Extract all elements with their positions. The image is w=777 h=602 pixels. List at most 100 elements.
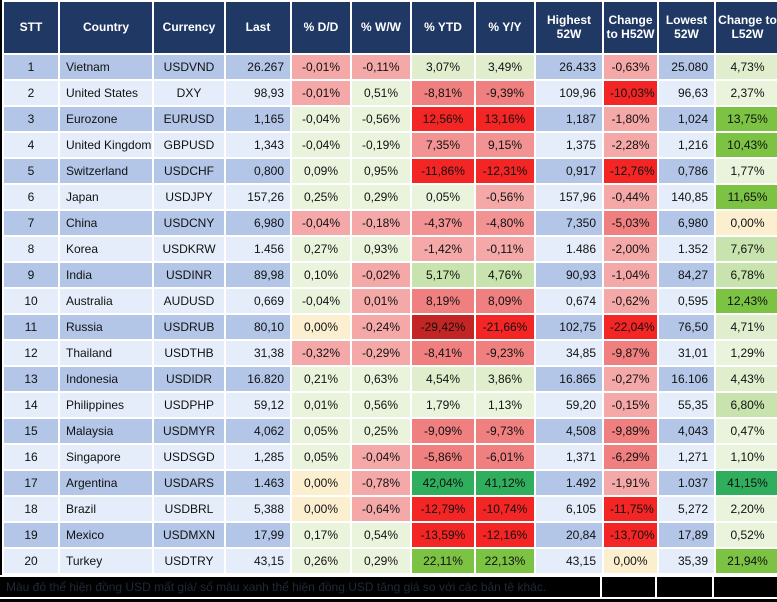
cell-chgL: 1,10% (716, 445, 777, 469)
column-header-last: Last (226, 2, 290, 53)
table-row: 15 Malaysia USDMYR 4,062 0,05% 0,25% -9,09% -9,… (4, 419, 777, 443)
cell-yy: -12,16% (476, 523, 534, 547)
table-row: 17 Argentina USDARS 1.463 0,00% -0,78% 42,04% 4… (4, 471, 777, 495)
cell-low: 35,39 (659, 549, 714, 573)
cell-chgH: -5,03% (604, 211, 657, 235)
cell-low: 1.352 (659, 237, 714, 261)
cell-high: 43,15 (536, 549, 602, 573)
cell-low: 84,27 (659, 263, 714, 287)
cell-stt: 5 (4, 159, 58, 183)
cell-ytd: -8,41% (412, 341, 474, 365)
cell-chgL: 0,52% (716, 523, 777, 547)
cell-ytd: -29,42% (412, 315, 474, 339)
cell-chgL: 6,80% (716, 393, 777, 417)
cell-low: 76,50 (659, 315, 714, 339)
cell-ytd: 12,56% (412, 107, 474, 131)
cell-yy: -4,80% (476, 211, 534, 235)
cell-last: 1,285 (226, 445, 290, 469)
table-row: 16 Singapore USDSGD 1,285 0,05% -0,04% -5,86% -… (4, 445, 777, 469)
cell-chgH: -0,27% (604, 367, 657, 391)
table-row: 7 China USDCNY 6,980 -0,04% -0,18% -4,37% -4,80… (4, 211, 777, 235)
cell-ytd: 22,11% (412, 549, 474, 573)
cell-country: India (60, 263, 152, 287)
cell-last: 6,980 (226, 211, 290, 235)
cell-last: 1.463 (226, 471, 290, 495)
table-row: 3 Eurozone EURUSD 1,165 -0,04% -0,56% 12,56% 13… (4, 107, 777, 131)
cell-chgH: -1,04% (604, 263, 657, 287)
cell-country: Australia (60, 289, 152, 313)
table-row: 6 Japan USDJPY 157,26 0,25% 0,29% 0,05% -0,56% 1… (4, 185, 777, 209)
cell-ww: 0,54% (352, 523, 410, 547)
cell-yy: -9,73% (476, 419, 534, 443)
cell-low: 0,786 (659, 159, 714, 183)
cell-stt: 13 (4, 367, 58, 391)
cell-low: 25.080 (659, 55, 714, 79)
cell-country: Thailand (60, 341, 152, 365)
cell-dd: 0,27% (292, 237, 350, 261)
cell-stt: 8 (4, 237, 58, 261)
cell-low: 0,595 (659, 289, 714, 313)
column-header-chgH: Change to H52W (604, 2, 657, 53)
table-row: 9 India USDINR 89,98 0,10% -0,02% 5,17% 4,76% 90… (4, 263, 777, 287)
cell-last: 98,93 (226, 81, 290, 105)
cell-currency: USDCHF (154, 159, 224, 183)
cell-ww: -0,64% (352, 497, 410, 521)
cell-ww: 0,63% (352, 367, 410, 391)
cell-country: Eurozone (60, 107, 152, 131)
cell-high: 102,75 (536, 315, 602, 339)
cell-country: Argentina (60, 471, 152, 495)
cell-ytd: -12,79% (412, 497, 474, 521)
cell-currency: USDBRL (154, 497, 224, 521)
cell-ytd: 0,05% (412, 185, 474, 209)
cell-yy: -0,56% (476, 185, 534, 209)
cell-dd: 0,01% (292, 393, 350, 417)
cell-high: 0,674 (536, 289, 602, 313)
table-row: 11 Russia USDRUB 80,10 0,00% -0,24% -29,42% -21… (4, 315, 777, 339)
cell-currency: USDRUB (154, 315, 224, 339)
footer-bar: Màu đỏ thể hiện đồng USD mất giá/ số màu… (0, 575, 777, 602)
cell-dd: -0,01% (292, 55, 350, 79)
cell-ww: -0,56% (352, 107, 410, 131)
cell-last: 80,10 (226, 315, 290, 339)
cell-last: 1,343 (226, 133, 290, 157)
cell-chgH: 0,00% (604, 549, 657, 573)
cell-chgH: -1,91% (604, 471, 657, 495)
cell-yy: -12,31% (476, 159, 534, 183)
cell-ww: 0,56% (352, 393, 410, 417)
cell-chgH: -10,03% (604, 81, 657, 105)
cell-currency: USDVND (154, 55, 224, 79)
cell-high: 0,917 (536, 159, 602, 183)
cell-high: 34,85 (536, 341, 602, 365)
cell-ytd: 3,07% (412, 55, 474, 79)
cell-chgH: -22,04% (604, 315, 657, 339)
cell-high: 157,96 (536, 185, 602, 209)
cell-stt: 19 (4, 523, 58, 547)
table-row: 4 United Kingdom GBPUSD 1,343 -0,04% -0,19% 7,… (4, 133, 777, 157)
cell-last: 59,12 (226, 393, 290, 417)
table-row: 2 United States DXY 98,93 -0,01% 0,51% -8,81% -… (4, 81, 777, 105)
cell-dd: -0,04% (292, 133, 350, 157)
cell-low: 1,271 (659, 445, 714, 469)
cell-yy: -9,23% (476, 341, 534, 365)
cell-yy: -21,66% (476, 315, 534, 339)
cell-currency: USDMXN (154, 523, 224, 547)
cell-country: United States (60, 81, 152, 105)
cell-yy: 22,13% (476, 549, 534, 573)
cell-ww: -0,04% (352, 445, 410, 469)
cell-stt: 9 (4, 263, 58, 287)
cell-high: 109,96 (536, 81, 602, 105)
cell-ww: 0,29% (352, 549, 410, 573)
cell-high: 59,20 (536, 393, 602, 417)
cell-low: 1,024 (659, 107, 714, 131)
footer-divider (600, 577, 602, 597)
cell-ww: -0,18% (352, 211, 410, 235)
cell-ytd: -11,86% (412, 159, 474, 183)
cell-high: 26.433 (536, 55, 602, 79)
cell-low: 16.106 (659, 367, 714, 391)
cell-chgH: -2,28% (604, 133, 657, 157)
cell-low: 1,216 (659, 133, 714, 157)
cell-country: Philippines (60, 393, 152, 417)
cell-ytd: -1,42% (412, 237, 474, 261)
cell-ww: -0,02% (352, 263, 410, 287)
cell-low: 31,01 (659, 341, 714, 365)
